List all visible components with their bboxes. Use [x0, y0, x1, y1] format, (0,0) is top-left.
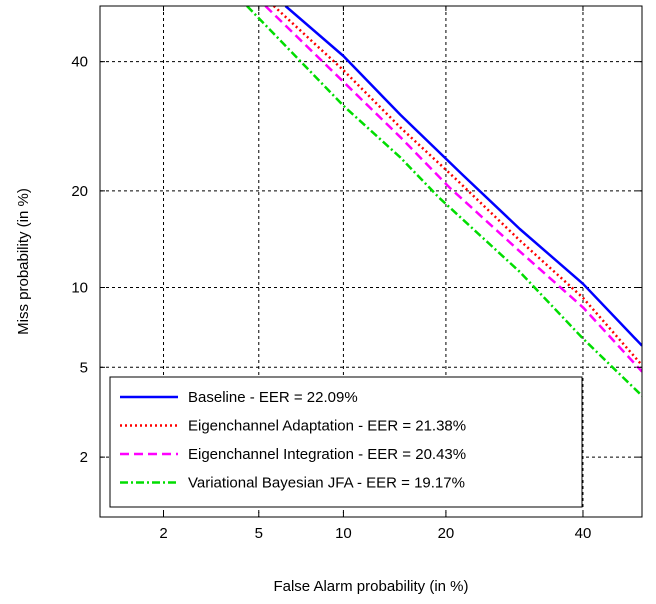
- x-tick-label: 20: [438, 525, 455, 542]
- series-lines: [246, 6, 642, 397]
- series-line-2: [272, 6, 642, 367]
- y-tick-label: 20: [71, 183, 88, 200]
- legend-label: Eigenchannel Adaptation - EER = 21.38%: [188, 418, 466, 435]
- y-tick-label: 2: [80, 449, 88, 466]
- y-tick-label: 40: [71, 54, 88, 71]
- legend-label: Eigenchannel Integration - EER = 20.43%: [188, 446, 466, 463]
- series-line-3: [264, 6, 642, 373]
- y-tick-label: 10: [71, 280, 88, 297]
- legend: Baseline - EER = 22.09% Eigenchannel Adap…: [109, 376, 583, 508]
- series-line-1: [284, 6, 642, 347]
- legend-label: Variational Bayesian JFA - EER = 19.17%: [188, 475, 465, 492]
- legend-box: [109, 376, 583, 508]
- plot-frame: [99, 5, 643, 518]
- legend-label: Baseline - EER = 22.09%: [188, 389, 358, 406]
- x-tick-label: 40: [575, 525, 592, 542]
- x-tick-label: 10: [335, 525, 352, 542]
- x-tick-label: 5: [255, 525, 263, 542]
- y-axis-label: Miss probability (in %): [15, 188, 32, 335]
- y-tick-label: 5: [80, 359, 88, 376]
- x-tick-label: 2: [159, 525, 167, 542]
- x-axis-label: False Alarm probability (in %): [273, 578, 468, 595]
